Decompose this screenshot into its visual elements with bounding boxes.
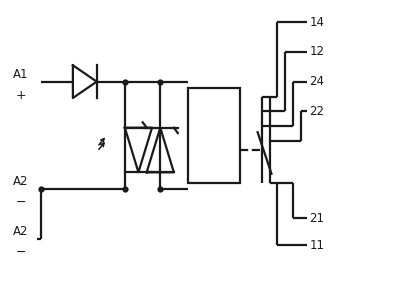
Text: A2: A2 xyxy=(13,175,29,188)
Bar xyxy=(188,88,240,183)
Text: 12: 12 xyxy=(309,45,324,58)
Text: A1: A1 xyxy=(13,68,29,81)
Text: 24: 24 xyxy=(309,75,324,88)
Text: 22: 22 xyxy=(309,105,324,118)
Text: +: + xyxy=(15,88,26,101)
Text: 11: 11 xyxy=(309,238,324,252)
Text: −: − xyxy=(15,196,26,208)
Text: −: − xyxy=(15,246,26,259)
Text: A2: A2 xyxy=(13,225,29,238)
Text: 21: 21 xyxy=(309,212,324,225)
Text: 14: 14 xyxy=(309,16,324,29)
